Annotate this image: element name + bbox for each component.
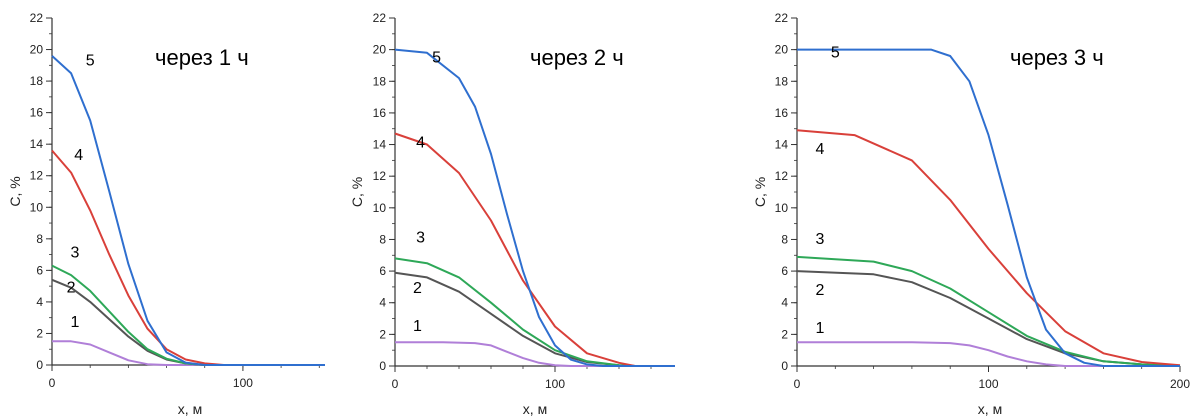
y-tick-label: 20 <box>30 43 44 57</box>
y-axis-label: C, % <box>752 177 768 207</box>
curve-label-1: 1 <box>816 320 825 337</box>
y-tick-label: 20 <box>373 43 387 57</box>
y-tick-label: 8 <box>36 232 43 246</box>
curve-label-2: 2 <box>816 282 825 299</box>
curve-label-4: 4 <box>816 141 825 158</box>
series-line-3 <box>394 257 675 367</box>
y-tick-label: 8 <box>379 232 386 246</box>
x-tick-label: 200 <box>1170 377 1190 391</box>
x-tick-label: 100 <box>978 377 998 391</box>
series-line-3 <box>51 264 325 366</box>
time-annotation: через 3 ч <box>1010 45 1104 70</box>
curve-label-1: 1 <box>413 318 422 335</box>
y-tick-label: 4 <box>781 296 788 310</box>
x-tick-label: 0 <box>49 376 56 390</box>
x-tick-label: 100 <box>233 376 253 390</box>
y-tick-label: 12 <box>30 169 44 183</box>
series-line-1 <box>797 341 1180 367</box>
y-tick-label: 0 <box>36 358 43 372</box>
y-tick-label: 18 <box>373 74 387 88</box>
curve-label-5: 5 <box>831 45 840 62</box>
series-line-5 <box>797 48 1180 367</box>
x-tick-label: 100 <box>545 377 565 391</box>
x-tick-label: 0 <box>794 377 801 391</box>
y-tick-label: 8 <box>781 232 788 246</box>
y-tick-label: 2 <box>379 327 386 341</box>
curve-label-5: 5 <box>86 52 95 69</box>
y-tick-label: 20 <box>775 43 789 57</box>
curve-label-2: 2 <box>413 280 422 297</box>
y-tick-label: 16 <box>30 106 44 120</box>
x-axis-label: x, м <box>978 401 1002 417</box>
y-tick-label: 4 <box>36 295 43 309</box>
y-tick-label: 22 <box>373 11 387 25</box>
curve-label-5: 5 <box>432 49 441 66</box>
series-line-2 <box>796 270 1181 367</box>
y-tick-label: 18 <box>30 74 44 88</box>
series-line-4 <box>796 129 1181 367</box>
y-tick-label: 18 <box>775 74 789 88</box>
y-tick-label: 12 <box>373 169 387 183</box>
y-tick-label: 4 <box>379 296 386 310</box>
y-tick-label: 2 <box>36 326 43 340</box>
series-line-2 <box>394 271 675 367</box>
y-tick-label: 14 <box>30 137 44 151</box>
x-axis-label: x, м <box>523 401 547 417</box>
y-tick-label: 16 <box>373 106 387 120</box>
series-line-3 <box>796 255 1181 367</box>
curve-label-2: 2 <box>67 279 76 296</box>
x-tick-label: 0 <box>392 377 399 391</box>
y-tick-label: 12 <box>775 169 789 183</box>
y-tick-label: 6 <box>36 263 43 277</box>
curve-label-4: 4 <box>416 135 425 152</box>
y-tick-label: 10 <box>30 200 44 214</box>
y-tick-label: 2 <box>781 327 788 341</box>
y-tick-label: 22 <box>775 11 789 25</box>
y-axis-label: C, % <box>7 176 23 206</box>
series-line-5 <box>394 48 675 367</box>
series-line-1 <box>52 340 325 366</box>
time-annotation: через 1 ч <box>155 45 249 70</box>
y-tick-label: 6 <box>379 264 386 278</box>
curve-label-3: 3 <box>70 245 79 262</box>
y-tick-label: 0 <box>781 359 788 373</box>
y-tick-label: 6 <box>781 264 788 278</box>
y-tick-label: 22 <box>30 11 44 25</box>
y-tick-label: 10 <box>775 201 789 215</box>
series-line-5 <box>51 55 325 366</box>
y-tick-label: 10 <box>373 201 387 215</box>
series-line-4 <box>394 132 675 367</box>
y-axis-label: C, % <box>349 177 365 207</box>
y-tick-label: 14 <box>373 138 387 152</box>
curve-label-3: 3 <box>416 230 425 247</box>
curve-label-4: 4 <box>74 147 83 164</box>
series-line-4 <box>51 149 325 366</box>
curve-label-3: 3 <box>816 231 825 248</box>
series-line-1 <box>395 341 675 367</box>
x-axis-label: x, м <box>178 401 202 417</box>
curve-label-1: 1 <box>70 314 79 331</box>
y-tick-label: 14 <box>775 138 789 152</box>
y-tick-label: 16 <box>775 106 789 120</box>
y-tick-label: 0 <box>379 359 386 373</box>
time-annotation: через 2 ч <box>530 45 624 70</box>
